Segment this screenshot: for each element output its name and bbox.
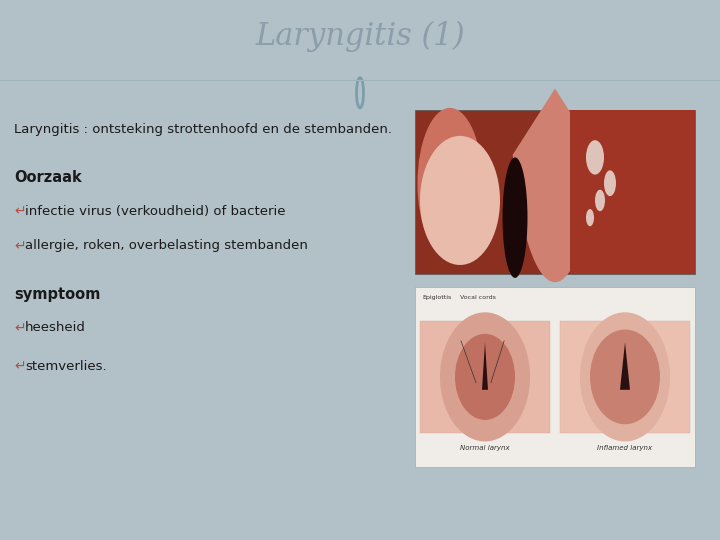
- Ellipse shape: [580, 312, 670, 441]
- Polygon shape: [482, 342, 488, 390]
- Ellipse shape: [586, 140, 604, 174]
- FancyBboxPatch shape: [420, 321, 550, 433]
- Text: Vocal cords: Vocal cords: [460, 295, 496, 300]
- Text: Laryngitis : ontsteking strottenhoofd en de stembanden.: Laryngitis : ontsteking strottenhoofd en…: [14, 123, 392, 136]
- Text: ↵: ↵: [14, 321, 26, 335]
- Ellipse shape: [455, 334, 515, 420]
- Text: Inflamed larynx: Inflamed larynx: [598, 445, 652, 451]
- Ellipse shape: [440, 312, 530, 441]
- Text: allergie, roken, overbelasting stembanden: allergie, roken, overbelasting stembande…: [25, 239, 308, 252]
- Text: Laryngitis (1): Laryngitis (1): [255, 21, 465, 52]
- Polygon shape: [620, 342, 630, 390]
- Ellipse shape: [595, 190, 605, 211]
- FancyBboxPatch shape: [415, 287, 695, 467]
- Ellipse shape: [420, 136, 500, 265]
- Ellipse shape: [604, 170, 616, 196]
- Ellipse shape: [503, 157, 528, 278]
- Ellipse shape: [418, 108, 482, 259]
- Text: Oorzaak: Oorzaak: [14, 170, 82, 185]
- Text: ↵: ↵: [14, 205, 26, 219]
- Ellipse shape: [590, 329, 660, 424]
- Text: Epiglottis: Epiglottis: [422, 295, 451, 300]
- Ellipse shape: [586, 209, 594, 226]
- Text: Normal larynx: Normal larynx: [460, 445, 510, 451]
- Text: symptoom: symptoom: [14, 287, 100, 301]
- Text: ↵: ↵: [14, 239, 26, 253]
- Text: ↵: ↵: [14, 360, 26, 374]
- FancyBboxPatch shape: [570, 110, 695, 274]
- Text: infectie virus (verkoudheid) of bacterie: infectie virus (verkoudheid) of bacterie: [25, 205, 286, 218]
- Wedge shape: [513, 89, 598, 282]
- FancyBboxPatch shape: [560, 321, 690, 433]
- Text: stemverlies.: stemverlies.: [25, 360, 107, 373]
- Text: heesheid: heesheid: [25, 321, 86, 334]
- FancyBboxPatch shape: [415, 110, 695, 274]
